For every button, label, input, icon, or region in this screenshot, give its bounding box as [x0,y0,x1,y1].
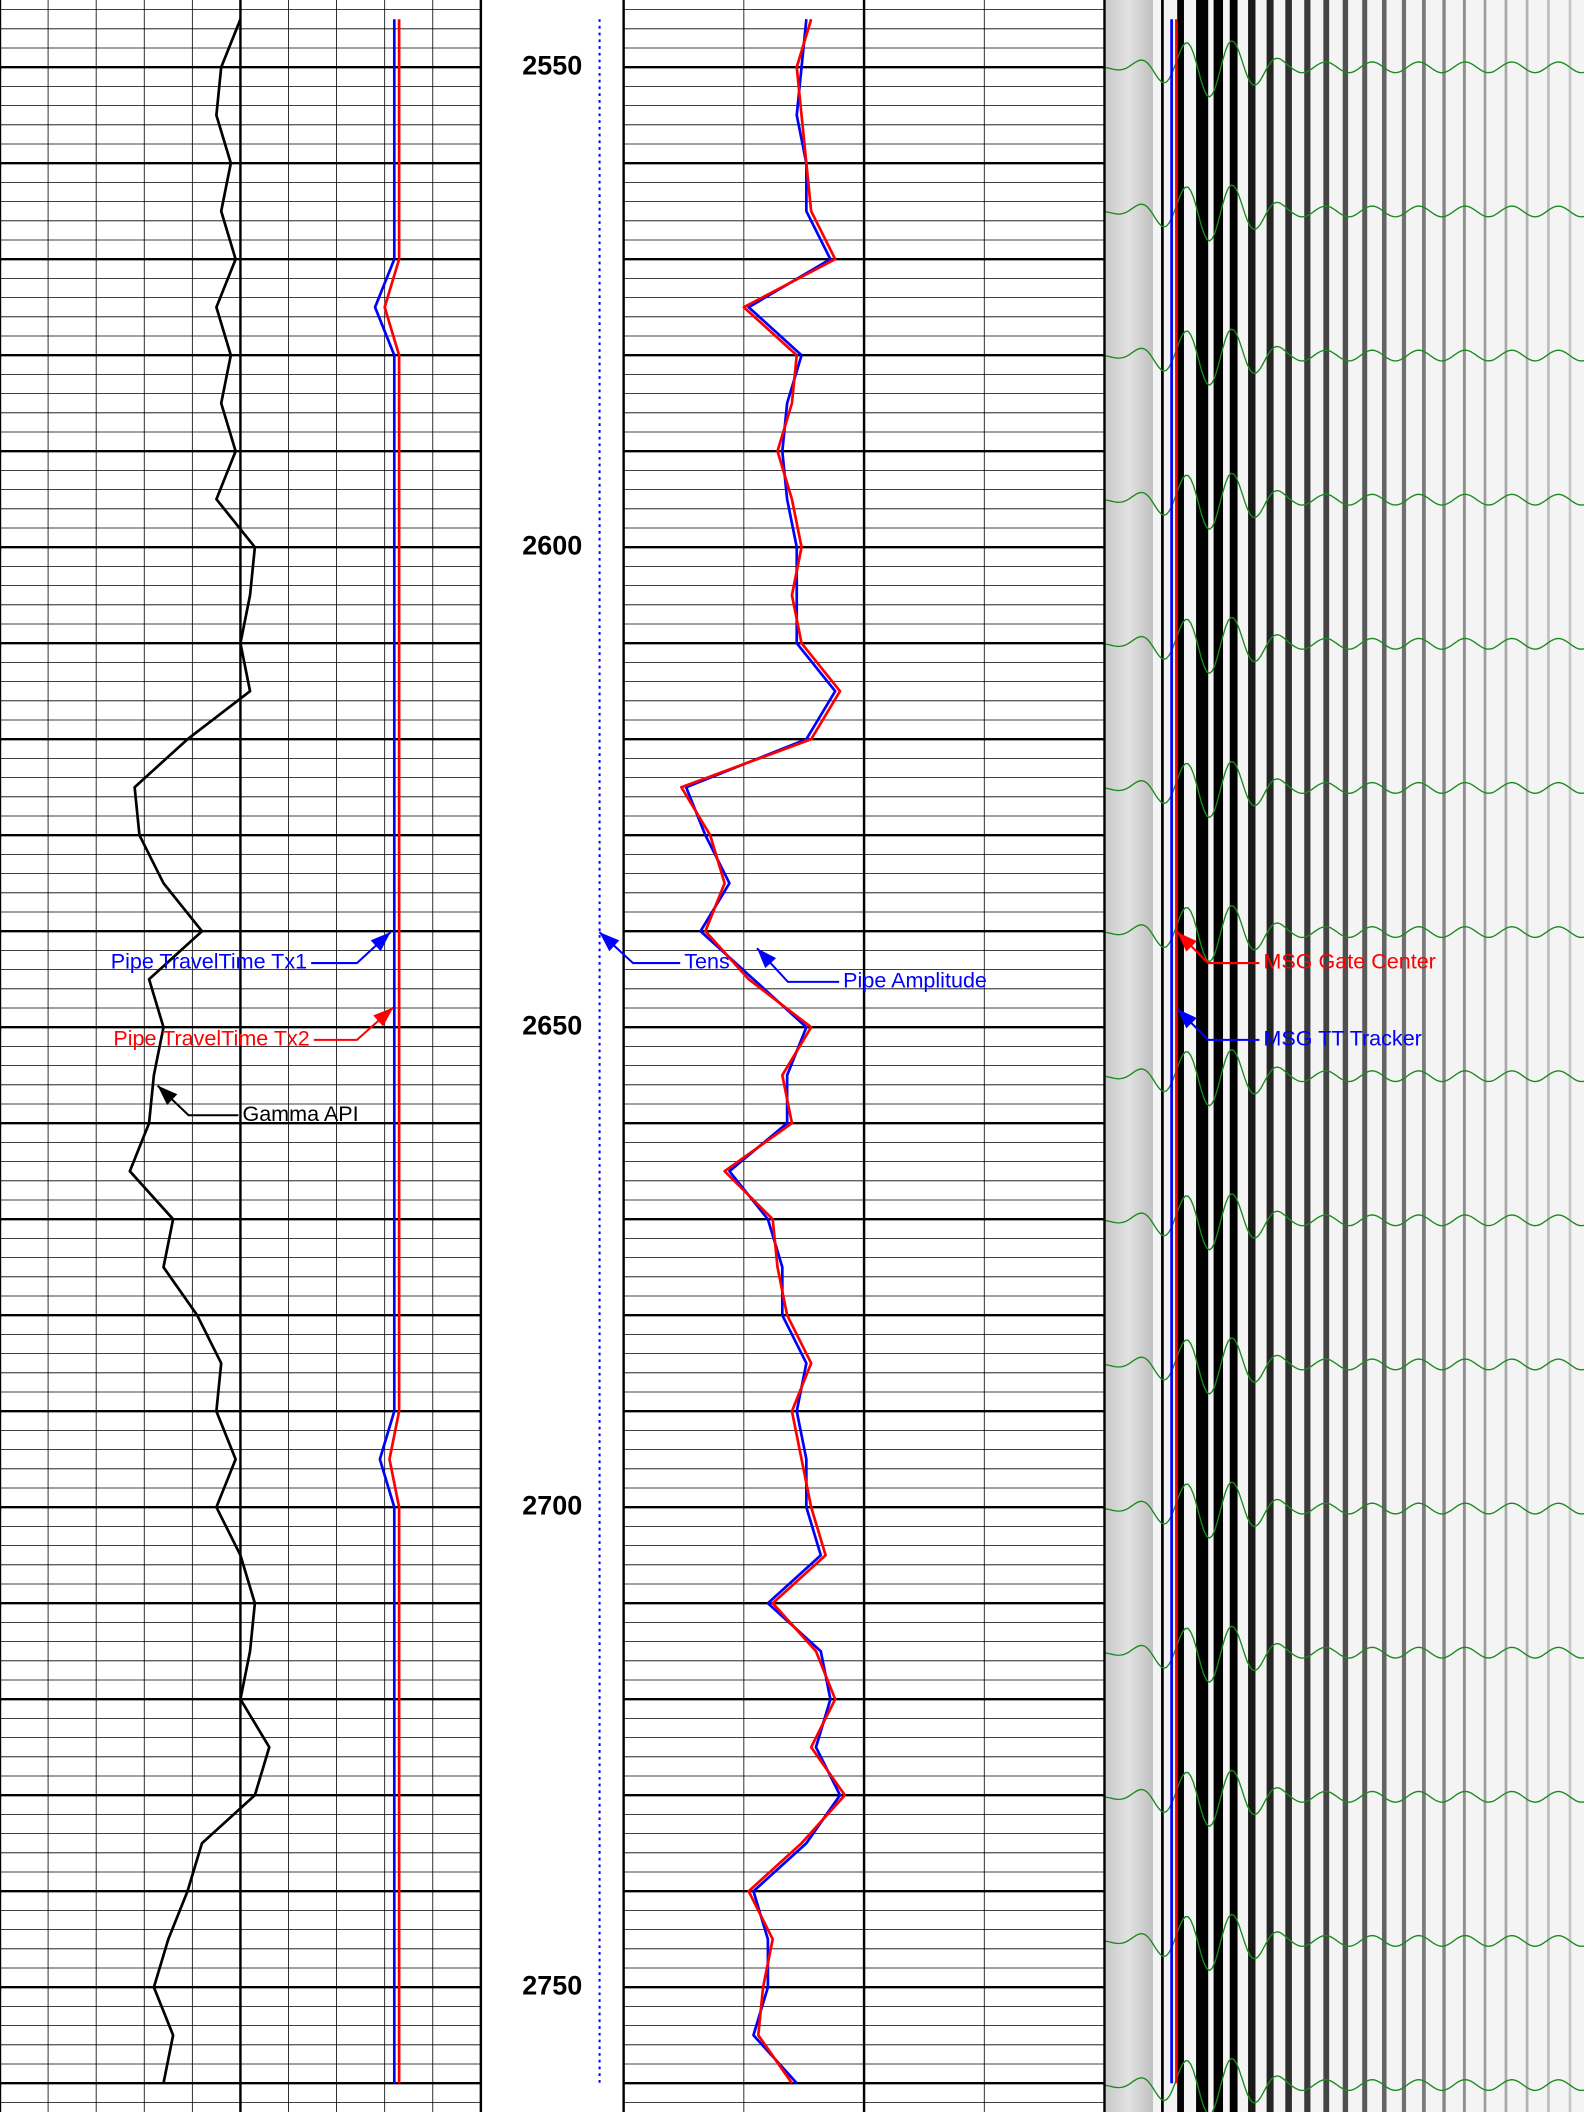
waveform-trace [1104,760,1584,819]
curve-label: Pipe TravelTime Tx2 [113,1026,309,1051]
callout-arrow [373,1007,394,1027]
image-stripe [1483,0,1487,2112]
image-stripe [1229,0,1238,2112]
callout-arrow [157,1085,178,1105]
image-area [1152,0,1584,2112]
image-stripe [1381,0,1387,2112]
image-stripe [1568,0,1572,2112]
waveform-trace [1104,1337,1584,1395]
callout-arrow [599,932,620,952]
callout-arrow [370,932,391,952]
waveform-trace [1104,184,1584,242]
curve-label: Pipe TravelTime Tx1 [111,949,307,974]
image-stripe [1304,0,1311,2112]
curve [383,19,401,2084]
image-stripe [1547,0,1550,2112]
curve-label: Tens [684,949,730,974]
depth-label: 2700 [522,1490,582,1520]
curve-label: MSG TT Tracker [1263,1026,1421,1051]
depth-label: 2650 [522,1010,582,1040]
depth-label: 2600 [522,530,582,560]
curve-label: Pipe Amplitude [843,968,987,993]
waveform-trace [1104,1769,1584,1828]
curve-label: Gamma API [242,1101,358,1126]
callout-arrow [1177,1008,1197,1029]
waveform-trace [1104,472,1584,531]
curve [679,18,847,2084]
depth-label: 2750 [522,1970,582,2000]
curve [373,19,396,2084]
waveform-trace [1104,1049,1584,1107]
image-stripe [1525,0,1529,2112]
image-stripe [1161,0,1164,2112]
waveform-trace [1104,904,1584,963]
waveform-trace [1104,1913,1584,1972]
callout-arrow [756,948,777,969]
image-stripe [1213,0,1224,2112]
depth-label: 2550 [522,50,582,80]
waveform-image [1104,0,1584,2112]
image-stripe [1323,0,1330,2112]
image-strip [1104,0,1153,2112]
image-stripe [1504,0,1508,2112]
curve-label: MSG Gate Center [1263,949,1435,974]
curve [128,18,271,2084]
image-stripe [1266,0,1274,2112]
image-stripe [1462,0,1466,2112]
waveform-trace [1104,328,1584,386]
image-stripe [1342,0,1349,2112]
image-stripe [1401,0,1407,2112]
waveform-trace [1104,1193,1584,1251]
image-stripe [1442,0,1446,2112]
waveform-trace [1104,40,1584,98]
curves [128,18,1178,2085]
image-stripe [1248,0,1256,2112]
image-stripe [1196,0,1209,2112]
image-stripe [1422,0,1426,2112]
waveform-trace [1104,1625,1584,1684]
labels: 2550 2600 2650 2700 2750 Gamma API Pipe Travel… [111,50,1436,2000]
callout-arrow [1177,932,1197,952]
grid [0,0,1106,2112]
waveform-trace [1104,616,1584,675]
waveform-trace [1104,1481,1584,1539]
image-stripe [1362,0,1368,2112]
image-stripe [1285,0,1292,2112]
image-stripe [1177,0,1184,2112]
waveform-trace [1104,2057,1584,2112]
